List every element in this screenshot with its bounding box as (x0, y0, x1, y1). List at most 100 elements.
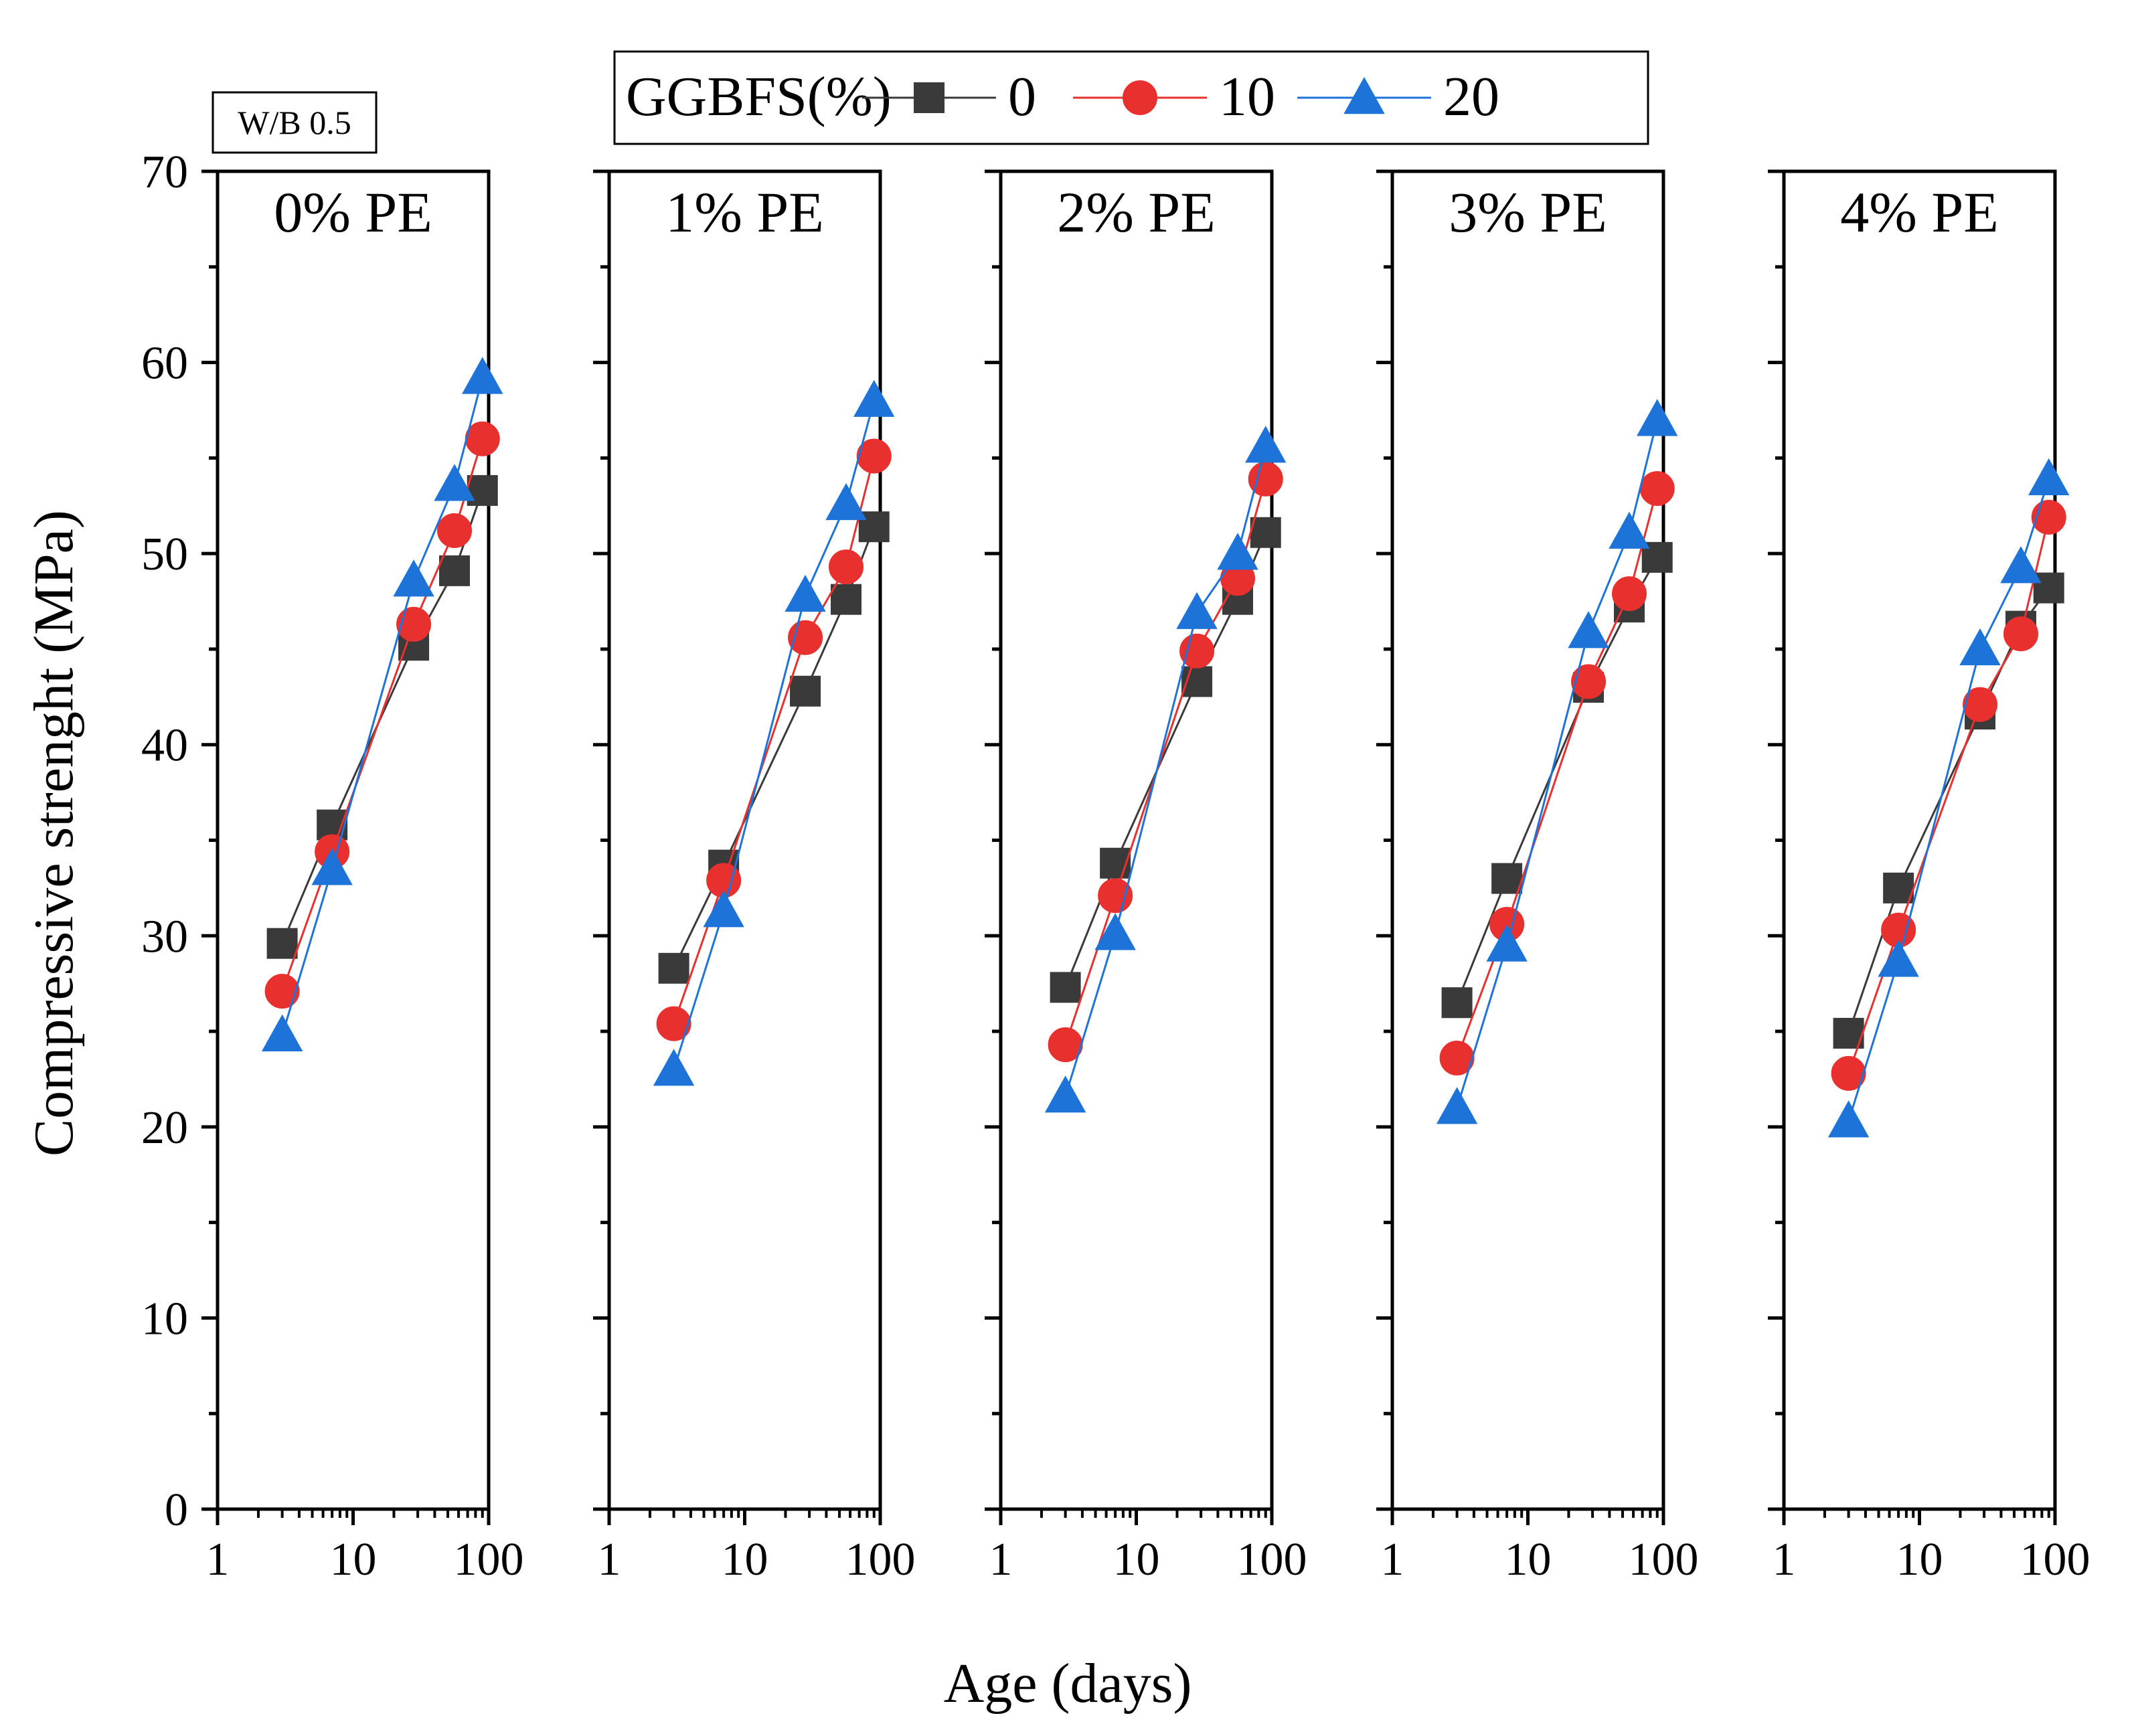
series-10 (1831, 499, 2066, 1091)
x-tick-label: 1 (989, 1534, 1013, 1585)
legend-marker-square (914, 82, 944, 113)
y-tick-label: 30 (141, 911, 188, 962)
y-tick-label: 40 (141, 720, 188, 772)
data-point (656, 1006, 691, 1041)
legend-marker-circle (1123, 80, 1157, 115)
data-point (434, 464, 475, 501)
data-point (462, 357, 503, 394)
data-point (1044, 1075, 1086, 1113)
x-tick-label: 10 (722, 1534, 768, 1585)
y-tick-label: 60 (141, 338, 188, 389)
series-20 (1044, 426, 1287, 1113)
data-point (1637, 399, 1678, 436)
figure-note: W/B 0.5 (212, 91, 378, 154)
data-point (393, 559, 434, 597)
data-point (1831, 1055, 1866, 1091)
data-point (396, 606, 432, 642)
x-tick-label: 1 (206, 1534, 230, 1585)
data-point (703, 890, 744, 928)
panel-title: 2% PE (1057, 180, 1216, 244)
figure-note-text: W/B 0.5 (238, 104, 351, 141)
x-tick-label: 10 (1896, 1534, 1943, 1585)
x-tick-label: 100 (2020, 1534, 2090, 1585)
x-tick-label: 100 (1629, 1534, 1699, 1585)
data-point (1609, 511, 1650, 549)
data-point (439, 555, 471, 586)
panel-title: 0% PE (274, 180, 432, 244)
legend: GGBFS(%) 0 10 20 (613, 50, 1649, 145)
x-tick-label: 1 (598, 1534, 621, 1585)
data-point (853, 379, 895, 417)
legend-entry: 10 (1073, 66, 1275, 128)
data-point (1568, 611, 1609, 648)
data-point (266, 928, 298, 959)
x-tick-label: 10 (1113, 1534, 1160, 1585)
y-axis-label: Compressive strenght (MPa) (23, 510, 85, 1156)
data-point (2031, 499, 2066, 535)
data-point (2003, 616, 2039, 652)
series-20 (653, 379, 895, 1086)
data-point (658, 952, 689, 984)
legend-marker-triangle (1343, 76, 1385, 114)
x-tick-label: 10 (330, 1534, 377, 1585)
data-point (264, 974, 300, 1009)
panel: 1 10 100 2% PE (985, 169, 1307, 1585)
panel: 1 10 100 3% PE (1376, 169, 1699, 1585)
data-point (1959, 628, 2001, 666)
data-point (1250, 517, 1281, 548)
x-tick-label: 1 (1381, 1534, 1404, 1585)
data-point (261, 1014, 303, 1051)
legend-label: 0 (1008, 66, 1036, 128)
x-tick-label: 100 (1237, 1534, 1307, 1585)
x-tick-label: 100 (845, 1534, 916, 1585)
panel: 0 10 20 30 40 50 60 70 1 10 100 0% PE (141, 147, 524, 1585)
data-point (1883, 872, 1914, 903)
data-point (1217, 533, 1258, 570)
data-point (1486, 924, 1528, 962)
data-point (1639, 471, 1675, 507)
data-point (437, 513, 473, 548)
legend-entry: 20 (1297, 66, 1499, 128)
data-point (1571, 664, 1607, 699)
x-axis-label: Age (days) (944, 1652, 1192, 1715)
y-tick-label: 20 (141, 1102, 188, 1154)
data-point (465, 421, 500, 456)
data-point (2028, 458, 2070, 495)
y-tick-label: 10 (141, 1293, 188, 1344)
panel-title: 3% PE (1449, 180, 1607, 244)
series-20 (1827, 458, 2070, 1138)
data-point (1827, 1100, 1870, 1138)
data-point (1094, 913, 1136, 950)
legend-title: GGBFS(%) (626, 66, 892, 128)
data-point (1963, 687, 1998, 722)
x-tick-label: 10 (1505, 1534, 1552, 1585)
data-point (1436, 1087, 1478, 1124)
data-point (1612, 576, 1647, 612)
data-point (785, 574, 826, 612)
data-point (1176, 592, 1218, 629)
legend-label: 20 (1443, 66, 1499, 128)
data-point (2000, 546, 2042, 584)
x-tick-label: 100 (454, 1534, 524, 1585)
data-point (829, 549, 864, 585)
panel-title: 1% PE (665, 180, 824, 244)
data-point (790, 675, 821, 707)
series-10 (1439, 471, 1675, 1076)
series-20 (261, 357, 503, 1051)
data-point (825, 483, 867, 521)
data-point (653, 1049, 695, 1086)
panel: 1 10 100 4% PE (1768, 169, 2090, 1585)
series-20 (1436, 399, 1678, 1124)
legend-entry: 0 (862, 66, 1036, 128)
data-point (1439, 1041, 1475, 1076)
data-point (1878, 940, 1919, 977)
panel: 1 10 100 1% PE (593, 169, 916, 1585)
x-tick-label: 1 (1773, 1534, 1796, 1585)
y-tick-label: 0 (165, 1484, 188, 1536)
data-point (1050, 972, 1081, 1003)
data-point (1245, 426, 1287, 463)
data-point (831, 584, 862, 615)
y-tick-label: 70 (141, 147, 188, 198)
data-point (1491, 863, 1523, 894)
